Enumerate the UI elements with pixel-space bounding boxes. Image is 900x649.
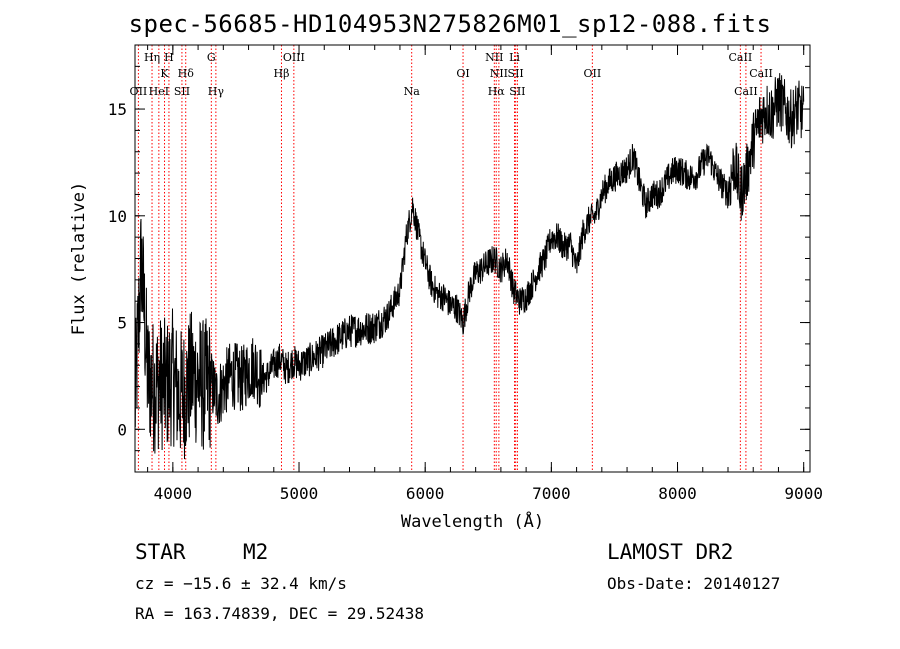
- line-label: CaII: [749, 67, 773, 80]
- x-tick-label: 6000: [406, 484, 445, 503]
- line-label: CaII: [729, 51, 753, 64]
- line-label: CaII: [734, 85, 758, 98]
- y-tick-label: 0: [117, 420, 127, 439]
- obs-date: Obs-Date: 20140127: [607, 574, 781, 593]
- line-label: NII: [490, 67, 508, 80]
- line-label: Hγ: [208, 85, 225, 98]
- y-tick-label: 5: [117, 314, 127, 333]
- plot-frame: [134, 44, 811, 473]
- line-label: K: [160, 67, 169, 80]
- line-label: OII: [130, 85, 148, 98]
- redshift-text: cz = −15.6 ± 32.4 km/s: [135, 574, 347, 593]
- axes: 4000 5000 6000 7000 8000 9000 0 5 10 15 Wavelength…: [69, 44, 823, 532]
- y-tick-label: 15: [108, 100, 127, 119]
- line-label: Hδ: [178, 67, 195, 80]
- line-label: Hβ: [274, 67, 290, 80]
- x-axis-label: Wavelength (Å): [401, 510, 544, 532]
- x-tick-label: 7000: [532, 484, 571, 503]
- line-label: HeI: [149, 85, 169, 98]
- survey-label: LAMOST DR2: [607, 540, 734, 564]
- line-label: SII: [174, 85, 190, 98]
- line-label: SII: [508, 67, 524, 80]
- line-label: OII: [584, 67, 602, 80]
- chart-title: spec-56685-HD104953N275826M01_sp12-088.f…: [128, 10, 772, 38]
- x-tick-label: 4000: [154, 484, 193, 503]
- x-tick-label: 5000: [280, 484, 319, 503]
- line-label: G: [207, 51, 216, 64]
- x-tick-label: 8000: [658, 484, 697, 503]
- spectrum-line: [134, 73, 805, 460]
- spectrum-series: [134, 73, 805, 460]
- line-label: NII: [485, 51, 503, 64]
- line-label: Na: [404, 85, 421, 98]
- line-label: OIII: [283, 51, 305, 64]
- line-label: Hη: [144, 51, 160, 64]
- line-label: Li: [509, 51, 520, 64]
- line-label: OI: [456, 67, 469, 80]
- x-tick-label: 9000: [784, 484, 823, 503]
- line-label: Hα: [488, 85, 506, 98]
- coordinates-text: RA = 163.74839, DEC = 29.52438: [135, 604, 424, 623]
- subclass-label: M2: [243, 540, 269, 564]
- y-tick-label: 10: [108, 207, 127, 226]
- y-axis-label: Flux (relative): [69, 182, 89, 336]
- line-markers: [137, 45, 762, 472]
- class-label: STAR: [135, 540, 186, 564]
- line-label: SII: [509, 85, 525, 98]
- line-label: H: [164, 51, 174, 64]
